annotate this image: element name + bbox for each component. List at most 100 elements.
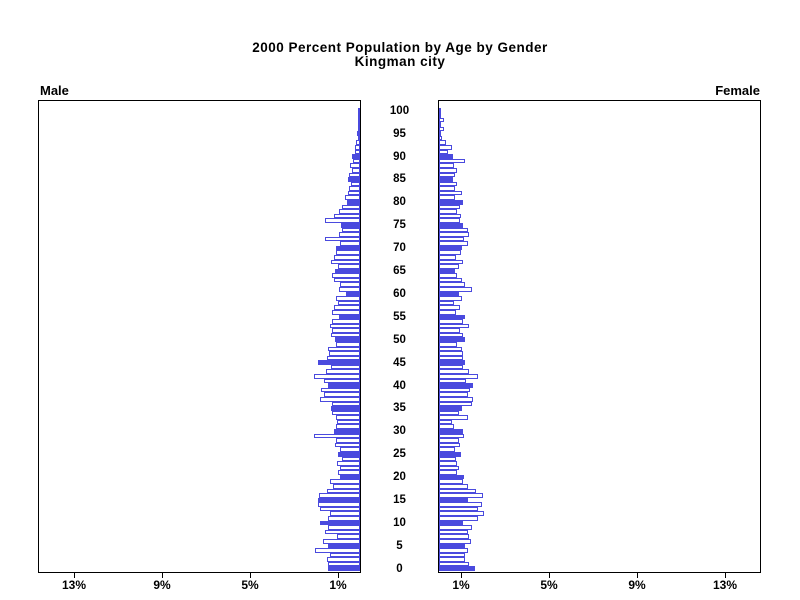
female-bar-age-42 bbox=[439, 374, 478, 379]
female-bar-age-13 bbox=[439, 506, 478, 512]
male-bar-age-55 bbox=[339, 314, 360, 320]
male-bar-age-99 bbox=[358, 113, 360, 118]
female-bar-age-19 bbox=[439, 479, 463, 484]
age-tick-label-95: 95 bbox=[393, 127, 406, 140]
male-bar-age-10 bbox=[319, 520, 360, 526]
male-bar-age-34 bbox=[332, 410, 360, 416]
age-tick-label-20: 20 bbox=[393, 471, 406, 484]
age-tick-label-90: 90 bbox=[393, 150, 406, 163]
male-bar-age-41 bbox=[323, 378, 360, 384]
age-tick-label-75: 75 bbox=[393, 219, 406, 232]
female-bar-age-11 bbox=[439, 516, 478, 521]
male-bar-age-93 bbox=[356, 140, 360, 146]
male-bar-age-39 bbox=[320, 387, 360, 393]
male-bar-age-25 bbox=[338, 451, 360, 457]
female-bar-age-77 bbox=[439, 213, 461, 219]
male-bar-age-8 bbox=[325, 529, 360, 535]
male-bar-age-22 bbox=[339, 465, 360, 471]
x-tick-label-male-1: 1% bbox=[329, 578, 347, 592]
age-tick-label-65: 65 bbox=[393, 265, 406, 277]
female-bar-age-63 bbox=[439, 277, 463, 283]
female-bar-age-58 bbox=[439, 300, 455, 306]
female-bar-age-51 bbox=[439, 332, 464, 338]
female-bar-age-33 bbox=[439, 415, 468, 420]
female-bar-age-5 bbox=[439, 543, 466, 549]
male-bar-age-92 bbox=[355, 145, 360, 150]
x-tick-male-5 bbox=[250, 573, 251, 578]
female-bar-age-94 bbox=[439, 135, 443, 141]
male-bar-age-58 bbox=[338, 300, 360, 306]
male-bar-age-80 bbox=[346, 200, 360, 205]
female-bar-age-97 bbox=[439, 122, 441, 127]
male-bar-age-16 bbox=[319, 493, 360, 498]
male-bar-age-66 bbox=[338, 264, 360, 269]
male-panel-label: Male bbox=[40, 83, 69, 98]
male-bar-age-20 bbox=[339, 474, 360, 480]
male-bar-age-85 bbox=[347, 177, 360, 182]
female-bar-age-57 bbox=[439, 305, 460, 310]
male-bar-age-5 bbox=[328, 543, 360, 549]
x-tick-label-male-13: 13% bbox=[61, 578, 87, 592]
female-bar-age-91 bbox=[439, 149, 448, 155]
age-tick-label-45: 45 bbox=[393, 356, 406, 369]
age-tick-label-100: 100 bbox=[389, 104, 410, 117]
male-bar-age-65 bbox=[334, 268, 360, 274]
female-bar-age-8 bbox=[439, 529, 468, 535]
female-bar-age-36 bbox=[439, 401, 472, 407]
male-bar-age-38 bbox=[323, 392, 360, 397]
male-bar-age-12 bbox=[330, 511, 360, 517]
male-bar-age-43 bbox=[325, 369, 360, 375]
female-bar-age-21 bbox=[439, 470, 457, 475]
female-bar-age-32 bbox=[439, 419, 452, 425]
x-tick-female-9 bbox=[637, 573, 638, 578]
age-tick-label-70: 70 bbox=[393, 242, 406, 255]
male-bar-age-37 bbox=[319, 396, 360, 402]
female-bar-age-49 bbox=[439, 342, 457, 347]
male-bar-age-64 bbox=[332, 273, 360, 278]
male-bar-age-44 bbox=[330, 364, 360, 370]
male-bar-age-89 bbox=[353, 158, 360, 164]
male-bar-age-72 bbox=[325, 236, 360, 242]
female-plot-panel bbox=[438, 100, 761, 573]
male-bar-age-74 bbox=[342, 227, 360, 233]
male-bar-age-46 bbox=[327, 355, 360, 361]
female-bar-age-67 bbox=[439, 259, 463, 265]
female-bar-age-14 bbox=[439, 502, 482, 507]
female-bar-age-22 bbox=[439, 465, 460, 471]
male-bar-age-88 bbox=[350, 163, 360, 168]
male-bar-age-45 bbox=[318, 360, 360, 365]
x-tick-male-9 bbox=[162, 573, 163, 578]
male-bar-age-11 bbox=[328, 516, 360, 521]
female-bar-age-37 bbox=[439, 396, 474, 402]
female-bar-age-29 bbox=[439, 433, 465, 439]
male-bar-age-53 bbox=[329, 323, 360, 329]
x-tick-female-1 bbox=[461, 573, 462, 578]
female-bar-age-41 bbox=[439, 378, 467, 384]
female-panel-label: Female bbox=[715, 83, 760, 98]
female-bar-age-84 bbox=[439, 181, 457, 187]
female-bar-age-15 bbox=[439, 497, 468, 503]
male-bar-age-6 bbox=[323, 538, 360, 544]
age-tick-label-40: 40 bbox=[393, 379, 406, 392]
age-tick-label-85: 85 bbox=[393, 173, 406, 186]
female-bar-age-92 bbox=[439, 145, 452, 150]
female-bar-age-71 bbox=[439, 241, 468, 246]
male-bar-age-82 bbox=[348, 190, 360, 196]
male-bar-age-56 bbox=[332, 309, 360, 315]
female-bar-age-82 bbox=[439, 190, 463, 196]
female-bar-age-64 bbox=[439, 273, 457, 278]
female-bar-age-55 bbox=[439, 314, 466, 320]
female-bar-age-48 bbox=[439, 346, 463, 352]
female-bar-age-80 bbox=[439, 200, 464, 205]
female-bar-age-60 bbox=[439, 291, 459, 297]
male-bar-age-95 bbox=[357, 131, 360, 136]
female-bar-age-26 bbox=[439, 447, 456, 452]
female-bar-age-9 bbox=[439, 525, 472, 530]
male-bar-age-23 bbox=[336, 461, 360, 466]
female-bar-age-90 bbox=[439, 154, 453, 159]
male-bar-age-86 bbox=[349, 172, 360, 178]
male-bar-age-24 bbox=[341, 456, 360, 462]
female-bar-age-73 bbox=[439, 232, 470, 237]
male-bar-age-78 bbox=[339, 209, 360, 214]
female-bar-age-52 bbox=[439, 328, 460, 333]
